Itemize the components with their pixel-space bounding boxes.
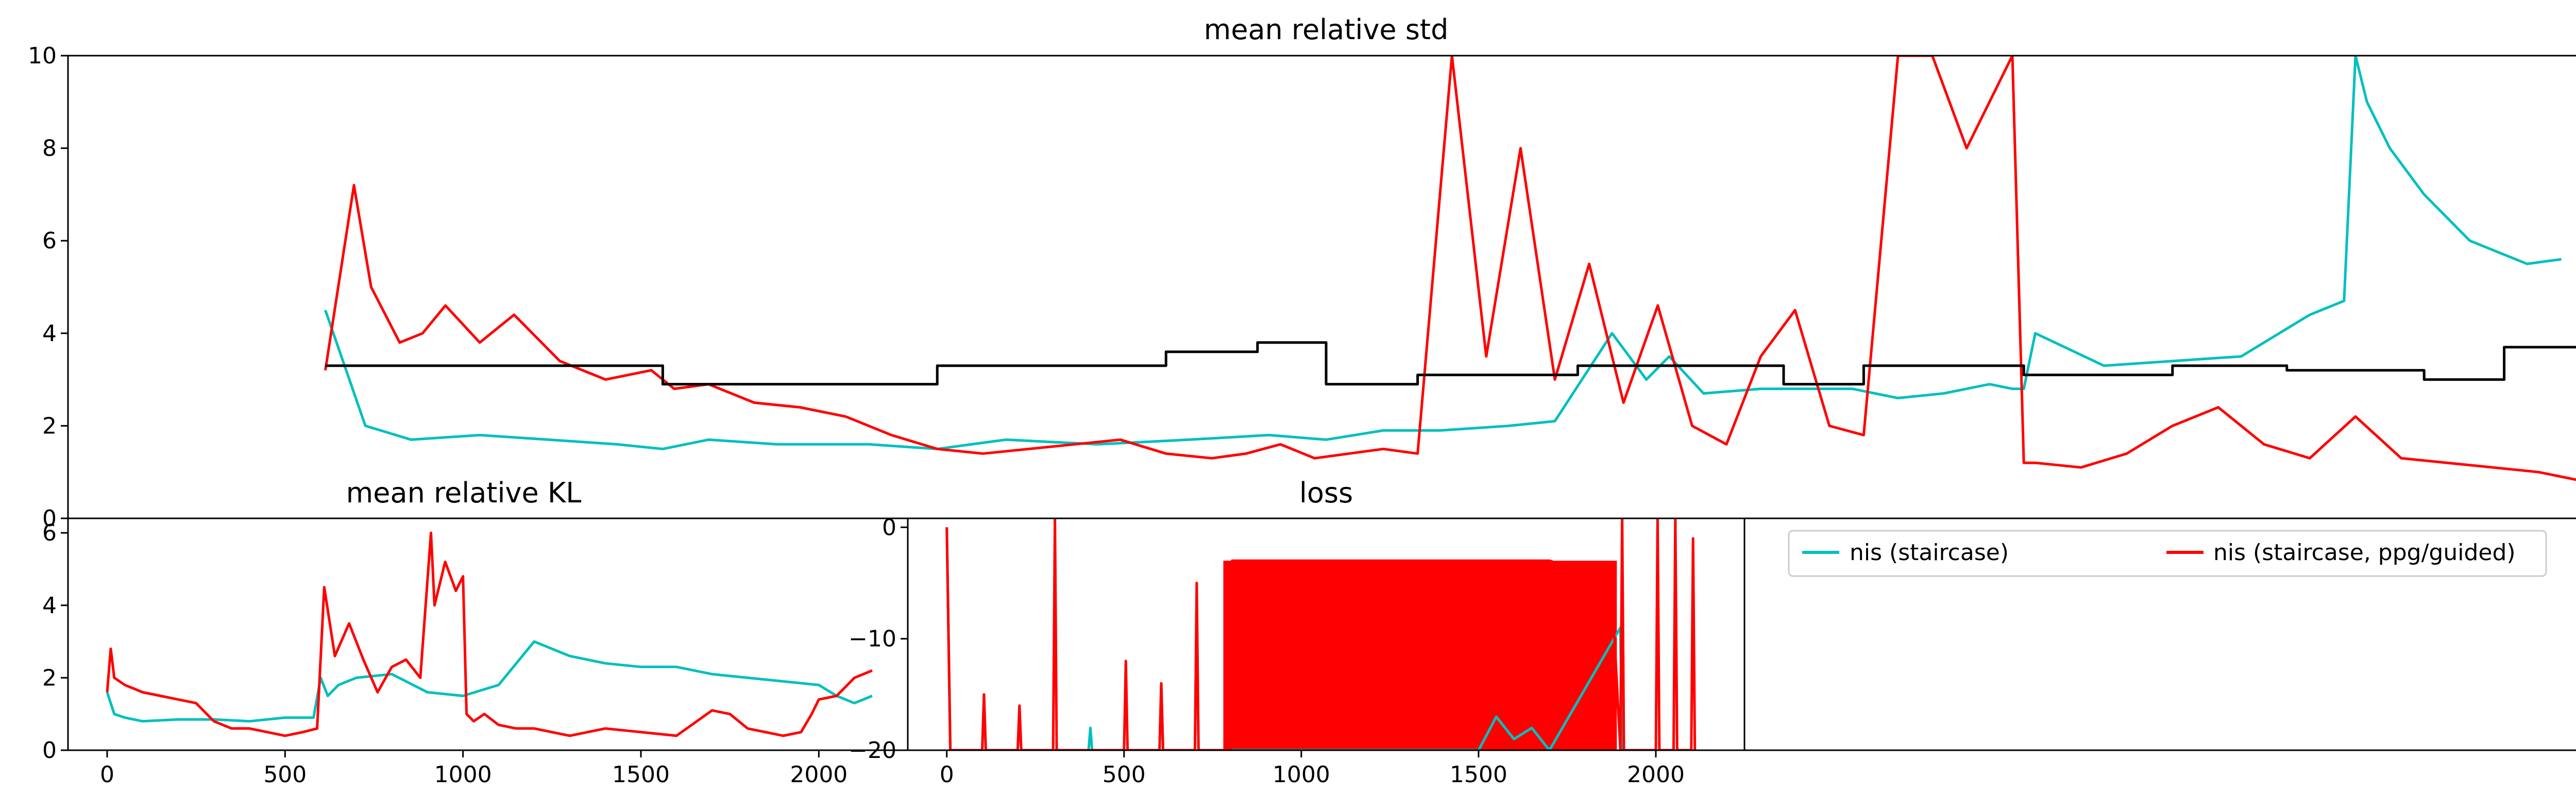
- std-panel: mean relative std 0 2 4 6 8 10: [28, 13, 2576, 532]
- kl-series-nis-staircase-ppg-guided-: [106, 531, 873, 737]
- loss-dense-band: [1223, 561, 1617, 750]
- legend-label-cyan: nis (staircase): [1850, 539, 2009, 566]
- kl-ytick-label: 0: [42, 737, 57, 764]
- kl-xtick-label: 1500: [612, 762, 670, 788]
- std-ytick-label: 6: [42, 228, 57, 254]
- loss-xaxis: 0 500 1000 1500 2000: [940, 750, 1685, 788]
- loss-xtick-label: 2000: [1627, 762, 1685, 788]
- std-frame: [67, 55, 2576, 519]
- std-title: mean relative std: [1204, 13, 1449, 46]
- loss-panel: loss 0 −10 −20 0 500 1000 1500 2000: [849, 477, 1745, 788]
- std-yaxis: 0 2 4 6 8 10: [28, 43, 68, 532]
- kl-ytick-label: 2: [42, 665, 57, 691]
- kl-ytick-label: 4: [42, 593, 57, 619]
- loss-xtick-label: 0: [940, 762, 954, 788]
- loss-series-nis-staircase-ppg-guided-: [945, 518, 1697, 750]
- kl-xtick-label: 0: [100, 762, 114, 788]
- std-ytick-label: 8: [42, 136, 57, 162]
- kl-xtick-label: 2000: [790, 762, 848, 788]
- kl-panel: mean relative KL 0 2 4 6 0 500 1000 1500 2000: [42, 477, 909, 788]
- loss-ytick-label: −10: [849, 626, 896, 652]
- loss-plot-area: [945, 518, 1697, 750]
- std-series-nis-staircase-ppg-guided-: [324, 56, 2576, 481]
- kl-xtick-label: 500: [263, 762, 307, 788]
- std-series-step: [325, 341, 2576, 386]
- loss-lines: [945, 518, 1697, 750]
- loss-xtick-label: 1000: [1273, 762, 1330, 788]
- loss-xtick-label: 500: [1103, 762, 1146, 788]
- std-ytick-label: 2: [42, 413, 57, 439]
- std-plot-area: [324, 56, 2576, 481]
- loss-ytick-label: 0: [882, 514, 896, 541]
- legend-panel: nis (staircase) nis (staircase, ppg/guid…: [1743, 517, 2576, 751]
- loss-title: loss: [1299, 477, 1353, 509]
- loss-yaxis: 0 −10 −20: [849, 514, 908, 764]
- std-ytick-label: 10: [28, 43, 57, 69]
- kl-ytick-label: 6: [42, 520, 57, 546]
- kl-xaxis: 0 500 1000 1500 2000: [100, 750, 848, 788]
- std-series-nis-staircase-: [324, 56, 2562, 450]
- kl-plot-area: [106, 531, 873, 737]
- kl-yaxis: 0 2 4 6: [42, 520, 68, 764]
- legend-axes-frame: [1743, 517, 2576, 751]
- std-ytick-label: 4: [42, 320, 57, 347]
- kl-title: mean relative KL: [346, 477, 582, 509]
- legend: nis (staircase) nis (staircase, ppg/guid…: [1788, 530, 2547, 577]
- loss-ytick-label: −20: [849, 737, 896, 764]
- legend-label-red: nis (staircase, ppg/guided): [2213, 539, 2516, 566]
- std-lines: [324, 56, 2576, 481]
- kl-series-nis-staircase-: [106, 640, 873, 723]
- kl-xtick-label: 1000: [434, 762, 492, 788]
- loss-xtick-label: 1500: [1450, 762, 1507, 788]
- kl-lines: [106, 531, 873, 737]
- std-ytick-label: 0: [42, 505, 57, 532]
